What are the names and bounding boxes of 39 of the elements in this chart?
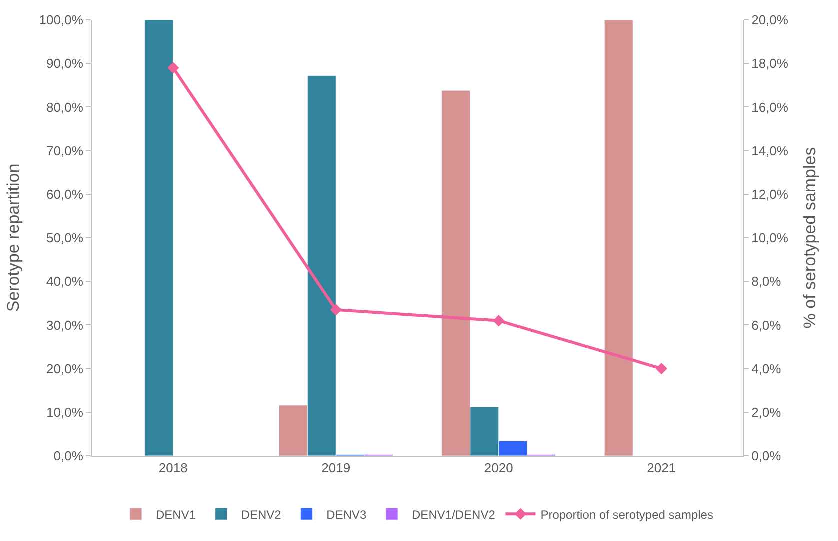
- y2-tick-label: 0,0%: [752, 448, 782, 464]
- y-tick-label: 60,0%: [46, 186, 84, 202]
- y-axis-title: Serotype repartition: [4, 164, 23, 312]
- bar: [144, 20, 174, 456]
- y2-tick-label: 14,0%: [752, 143, 789, 158]
- x-tick-label: 2021: [647, 460, 676, 476]
- y2-tick-label: 8,0%: [752, 274, 782, 290]
- y-tick-label: 30,0%: [46, 318, 84, 333]
- y-tick-label: 80,0%: [46, 100, 84, 115]
- point: [656, 362, 668, 375]
- y2-tick-label: 18,0%: [752, 56, 789, 72]
- y2-tick-label: 20,0%: [752, 12, 789, 28]
- point: [168, 62, 180, 74]
- y2-axis-title: % of serotyped samples: [800, 147, 820, 329]
- legend-label: DENV2: [241, 508, 282, 522]
- y-tick-label: 100,0%: [39, 12, 84, 28]
- y-tick-label: 20,0%: [46, 361, 84, 376]
- y2-tick-label: 10,0%: [752, 230, 789, 246]
- point: [330, 304, 342, 316]
- y2-tick-label: 4,0%: [752, 361, 782, 376]
- y-tick-label: 10,0%: [46, 404, 84, 420]
- y-tick-label: 0,0%: [54, 448, 84, 464]
- y-tick-label: 70,0%: [46, 143, 84, 158]
- y-tick-label: 90,0%: [46, 56, 84, 72]
- legend-label: DENV1/DENV2: [412, 508, 496, 522]
- legend-label: Proportion of serotyped samples: [540, 508, 714, 522]
- y2-tick-label: 2,0%: [752, 404, 782, 420]
- y2-tick-label: 16,0%: [752, 100, 789, 115]
- bar: [604, 20, 634, 456]
- y2-tick-label: 6,0%: [752, 318, 782, 333]
- y-tick-label: 40,0%: [46, 274, 84, 290]
- point: [493, 314, 505, 327]
- x-tick-label: 2018: [158, 460, 188, 476]
- y2-tick-label: 12,0%: [752, 186, 789, 202]
- x-tick-label: 2019: [322, 460, 351, 476]
- legend-label: DENV1: [156, 508, 196, 522]
- legend-label: DENV3: [326, 508, 368, 522]
- y-tick-label: 50,0%: [46, 230, 84, 246]
- x-tick-label: 2020: [484, 460, 514, 476]
